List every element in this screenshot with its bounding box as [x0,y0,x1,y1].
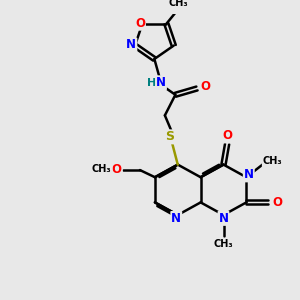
Text: S: S [166,130,175,143]
Text: H: H [147,78,156,88]
Text: O: O [112,163,122,176]
Text: N: N [126,38,136,52]
Text: O: O [222,130,232,142]
Text: N: N [156,76,166,89]
Text: N: N [244,168,254,182]
Text: O: O [272,196,282,209]
Text: O: O [135,17,145,30]
Text: CH₃: CH₃ [92,164,112,175]
Text: CH₃: CH₃ [214,238,233,249]
Text: CH₃: CH₃ [169,0,188,8]
Text: O: O [200,80,210,93]
Text: N: N [171,212,181,225]
Text: CH₃: CH₃ [263,157,282,166]
Text: N: N [218,212,229,225]
